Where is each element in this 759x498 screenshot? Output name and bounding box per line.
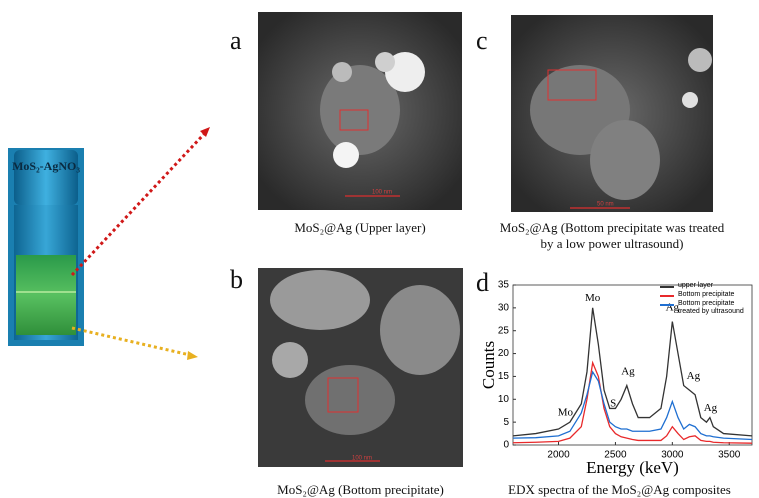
peak-annotation: Mo	[558, 407, 574, 419]
plot-frame	[512, 284, 753, 446]
legend-entry: Bottom precipitate	[660, 291, 750, 299]
panel-label: b	[230, 265, 243, 294]
series-line	[512, 360, 753, 444]
x-axis-label: Energy (keV)	[586, 458, 679, 477]
panel-label: d	[476, 268, 489, 297]
caption: MoS₂@Ag (Bottom precipitate)	[277, 482, 444, 497]
legend-label: upper layer	[678, 282, 714, 289]
legend-swatch	[660, 286, 674, 288]
scale-bar-label: 50 nm	[597, 202, 614, 208]
y-axis-label: Counts	[479, 341, 498, 389]
legend-swatch	[660, 295, 674, 297]
y-tick-label: 15	[498, 371, 510, 382]
legend-label: Bottom precipitate treated by ultrasound	[678, 300, 744, 315]
peak-annotation: Ag	[621, 365, 635, 377]
vial-label: MoS₂-AgNO₃	[12, 159, 80, 173]
y-tick-label: 5	[503, 417, 509, 428]
scale-bar-label: 100 nm	[352, 456, 372, 462]
y-tick-label: 10	[498, 394, 510, 405]
arrow	[70, 131, 207, 277]
y-tick-label: 30	[498, 302, 510, 313]
legend-entry: upper layer	[660, 282, 750, 290]
vial-photo	[8, 148, 84, 346]
legend-label: Bottom precipitate	[678, 291, 735, 298]
peak-annotation: S	[610, 397, 616, 409]
caption: MoS₂@Ag (Upper layer)	[294, 220, 426, 235]
arrow-head	[200, 127, 210, 137]
micrograph	[258, 12, 462, 210]
scale-bar-label: 100 nm	[372, 190, 392, 196]
x-tick-label: 3500	[718, 450, 741, 461]
arrow	[71, 326, 191, 357]
y-tick-label: 20	[498, 348, 510, 359]
legend-swatch	[660, 304, 674, 306]
x-tick-label: 2500	[604, 450, 627, 461]
micrograph	[258, 268, 463, 467]
legend: upper layer Bottom precipitate Bottom prec…	[660, 282, 750, 317]
arrow-head	[187, 351, 198, 360]
panel-label: a	[230, 26, 242, 55]
y-tick-label: 0	[503, 440, 509, 451]
micrograph	[511, 15, 713, 212]
x-tick-label: 3000	[661, 450, 684, 461]
series-line	[512, 370, 753, 441]
panel-label: c	[476, 26, 488, 55]
peak-annotation: Mo	[585, 292, 601, 304]
y-tick-label: 35	[498, 280, 510, 291]
peak-annotation: Ag	[704, 402, 718, 414]
caption: EDX spectra of the MoS₂@Ag composites	[508, 482, 731, 497]
x-tick-label: 2000	[547, 450, 570, 461]
legend-entry: Bottom precipitate treated by ultrasound	[660, 300, 750, 316]
caption: MoS₂@Ag (Bottom precipitate was treated …	[499, 220, 725, 251]
peak-annotation: Ag	[687, 370, 701, 382]
series-line	[512, 307, 753, 437]
edx-chart: 0 5 10 15 20 25 30 35 2000 2500 3000 3500 Energy (ke…	[479, 280, 753, 477]
y-tick-label: 25	[498, 325, 510, 336]
